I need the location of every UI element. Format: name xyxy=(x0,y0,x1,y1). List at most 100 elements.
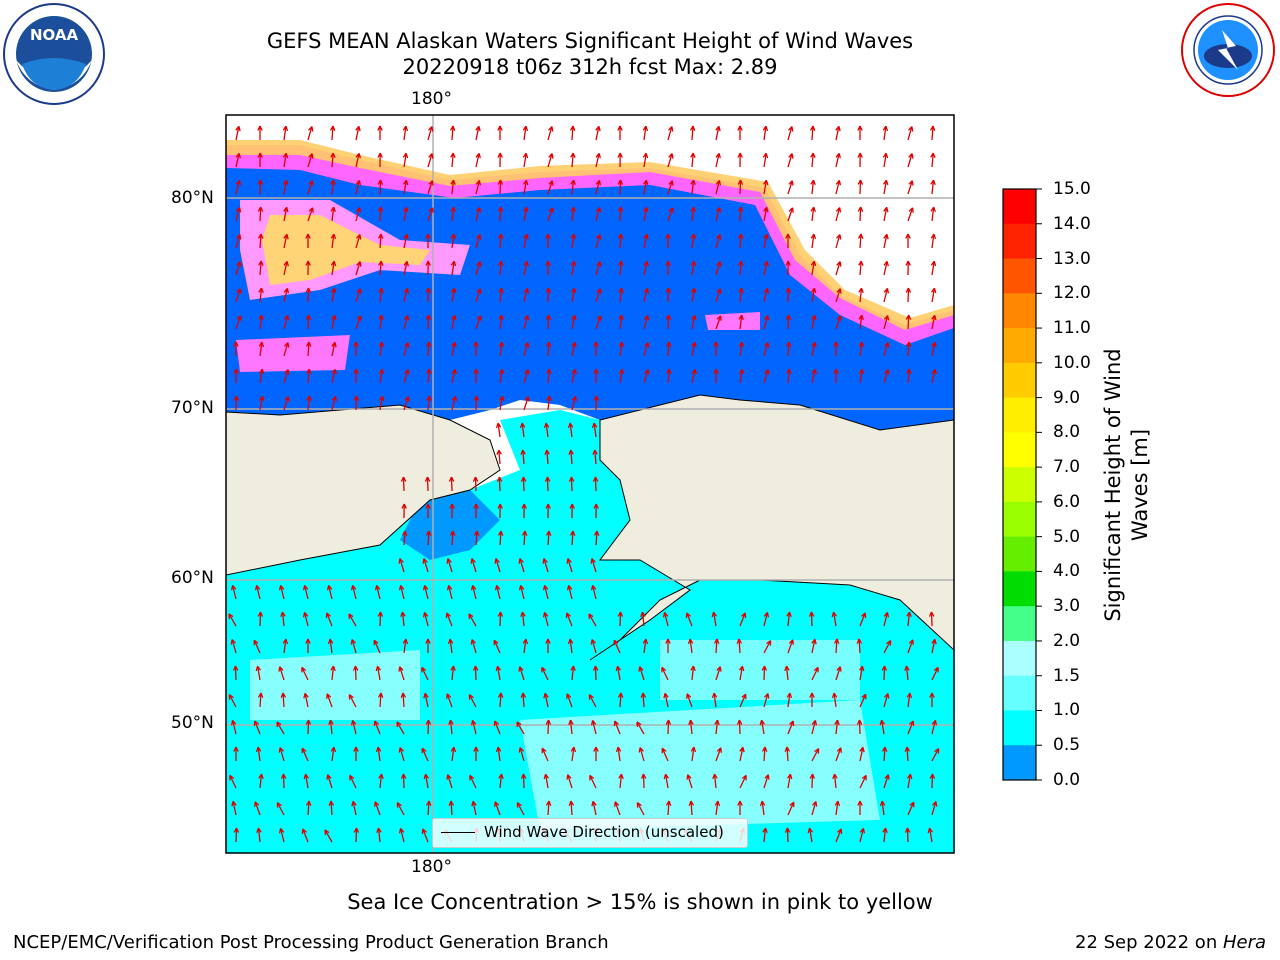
wave-direction-arrowhead xyxy=(283,315,290,321)
wave-direction-arrowhead xyxy=(764,342,770,348)
wave-direction-arrowhead xyxy=(569,125,576,131)
wave-direction-arrowhead xyxy=(837,828,843,835)
wave-direction-arrow xyxy=(379,179,382,195)
wave-direction-arrow xyxy=(546,476,549,492)
wave-direction-arrow xyxy=(307,800,310,816)
wave-direction-arrow xyxy=(643,342,649,357)
wave-direction-arrow xyxy=(235,234,241,249)
wave-direction-arrow xyxy=(931,207,935,222)
wave-direction-arrowhead xyxy=(327,638,334,645)
wave-direction-arrowhead xyxy=(636,721,642,727)
colorbar-tick-label: 3.0 xyxy=(1053,596,1081,617)
wave-direction-arrowhead xyxy=(882,125,889,132)
colorbar-band xyxy=(1003,432,1036,468)
wave-direction-arrowhead xyxy=(255,665,262,672)
wave-direction-arrowhead xyxy=(835,179,842,186)
wave-direction-arrowhead xyxy=(543,422,550,429)
wave-direction-arrowhead xyxy=(789,720,795,727)
wave-direction-arrow xyxy=(495,558,501,573)
wave-direction-arrowhead xyxy=(426,395,432,402)
wave-direction-arrowhead xyxy=(233,368,239,374)
wave-direction-arrow xyxy=(403,126,407,141)
wave-direction-arrow xyxy=(883,640,892,654)
wave-direction-arrow xyxy=(283,261,288,276)
wave-direction-arrow xyxy=(379,315,383,330)
wave-direction-arrow xyxy=(331,369,336,384)
wave-direction-arrow xyxy=(307,719,310,735)
legend-label: Wind Wave Direction (unscaled) xyxy=(484,823,724,841)
wave-direction-arrowhead xyxy=(257,206,264,212)
wave-direction-arrowhead xyxy=(665,800,672,806)
wave-direction-arrowhead xyxy=(713,341,719,347)
wave-direction-arrow xyxy=(475,315,482,330)
wave-direction-arrow xyxy=(326,612,333,627)
wave-direction-arrow xyxy=(331,153,334,168)
wave-direction-arrow xyxy=(667,180,673,195)
wave-direction-arrowhead xyxy=(690,260,697,267)
wave-direction-arrowhead xyxy=(256,827,262,834)
wave-direction-arrowhead xyxy=(690,287,697,294)
wave-direction-arrow xyxy=(643,153,647,168)
wave-direction-arrowhead xyxy=(425,530,432,536)
wave-direction-arrowhead xyxy=(856,719,863,725)
wave-direction-arrow xyxy=(715,180,721,195)
wave-direction-arrowhead xyxy=(542,558,548,564)
wave-direction-arrowhead xyxy=(884,774,890,780)
wave-direction-arrowhead xyxy=(905,341,912,347)
wave-direction-arrow xyxy=(739,612,746,627)
wave-direction-arrowhead xyxy=(908,153,914,159)
wave-direction-arrowhead xyxy=(283,206,289,213)
wave-direction-arrowhead xyxy=(373,639,379,646)
wave-direction-arrowhead xyxy=(524,369,530,375)
colorbar-band xyxy=(1003,501,1036,538)
wave-direction-arrowhead xyxy=(329,125,336,131)
wave-direction-arrowhead xyxy=(882,179,889,186)
wave-direction-arrowhead xyxy=(282,179,289,186)
wave-direction-arrow xyxy=(739,666,744,681)
wave-direction-arrowhead xyxy=(568,449,574,455)
wave-direction-arrowhead xyxy=(498,395,505,402)
wave-direction-arrow xyxy=(931,342,936,357)
wave-direction-arrowhead xyxy=(495,746,502,753)
wave-direction-arrowhead xyxy=(548,153,554,159)
wave-direction-arrowhead xyxy=(643,206,649,213)
wave-direction-arrow xyxy=(475,234,481,249)
wave-direction-arrowhead xyxy=(400,773,407,779)
wave-direction-arrow xyxy=(591,558,597,573)
wave-direction-arrowhead xyxy=(542,611,549,618)
wave-direction-arrowhead xyxy=(330,287,337,294)
wave-direction-arrowhead xyxy=(857,233,864,239)
wave-direction-arrow xyxy=(451,666,455,681)
wave-direction-arrow xyxy=(667,287,670,303)
wave-direction-arrow xyxy=(931,369,936,384)
wave-direction-arrowhead xyxy=(906,692,913,699)
wave-direction-arrowhead xyxy=(541,747,547,754)
wave-direction-arrowhead xyxy=(548,180,554,186)
wave-direction-arrow xyxy=(399,558,405,573)
wave-direction-arrow xyxy=(374,720,381,735)
wave-direction-arrowhead xyxy=(282,152,289,159)
wave-direction-arrow xyxy=(689,639,693,654)
wave-direction-arrowhead xyxy=(396,802,402,808)
wave-direction-arrow xyxy=(641,612,645,627)
wave-direction-arrowhead xyxy=(857,206,864,212)
wave-direction-arrow xyxy=(763,180,768,195)
wave-direction-arrow xyxy=(497,747,501,762)
wave-direction-arrowhead xyxy=(565,612,571,619)
colorbar-band xyxy=(1003,328,1036,364)
wave-direction-arrow xyxy=(547,207,554,222)
wave-direction-arrow xyxy=(229,775,237,789)
wave-direction-arrowhead xyxy=(763,206,769,213)
wave-direction-arrowhead xyxy=(908,639,914,645)
wave-direction-arrow xyxy=(235,315,242,330)
wave-direction-arrow xyxy=(523,315,529,330)
wave-direction-arrowhead xyxy=(472,665,479,671)
wave-direction-arrowhead xyxy=(350,639,356,645)
wave-direction-arrow xyxy=(403,315,409,330)
wave-direction-arrowhead xyxy=(595,152,601,159)
wave-direction-arrow xyxy=(523,207,528,222)
wave-direction-arrow xyxy=(471,639,477,654)
wave-direction-arrowhead xyxy=(356,261,362,267)
wave-direction-arrowhead xyxy=(836,747,842,753)
wave-direction-arrow xyxy=(739,261,742,276)
